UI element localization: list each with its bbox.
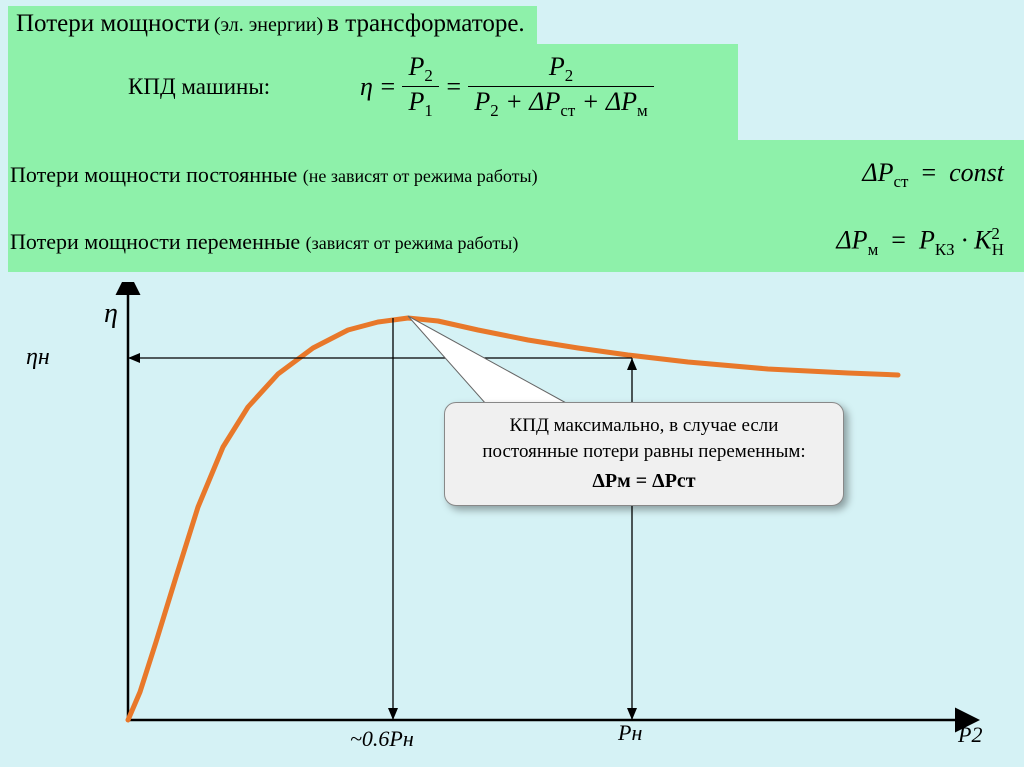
eta-nominal-label: ηн (26, 344, 50, 371)
constant-loss-line: Потери мощности постоянные (не зависят о… (10, 158, 1014, 192)
constant-loss-text: Потери мощности постоянные (не зависят о… (10, 162, 538, 188)
efficiency-chart (68, 282, 998, 752)
y-axis-label: η (104, 298, 118, 330)
title-paren: (эл. энергии) (214, 14, 323, 36)
nominal-guide-arrow-up (627, 358, 637, 370)
fraction-2: P2 P2 + ΔPст + ΔPм (468, 52, 653, 121)
callout-wedge (408, 316, 568, 404)
x-axis-label: P2 (958, 722, 982, 748)
x-tick-pn: Pн (618, 720, 642, 746)
callout-line-1: КПД максимально, в случае если (459, 413, 829, 439)
callout-formula: ΔPм = ΔPст (459, 468, 829, 495)
title-part-a: Потери мощности (16, 10, 210, 37)
constant-loss-formula: ΔPст = const (862, 158, 1004, 192)
equals-2: = (445, 72, 463, 102)
x-tick-06pn: ~0.6Pн (350, 726, 414, 752)
title-part-b: в трансформаторе. (327, 10, 525, 37)
fraction-1: P2 P1 (402, 52, 438, 121)
page-title: Потери мощности (эл. энергии) в трансфор… (8, 6, 537, 44)
equals-1: = (379, 72, 397, 102)
variable-loss-line: Потери мощности переменные (зависят от р… (10, 224, 1014, 260)
variable-loss-text: Потери мощности переменные (зависят от р… (10, 229, 518, 255)
efficiency-label: КПД машины: (128, 74, 270, 100)
eta-n-arrowhead (128, 353, 140, 363)
efficiency-formula: η = P2 P1 = P2 P2 + ΔPст + ΔPм (360, 52, 654, 121)
callout-line-2: постоянные потери равны переменным: (459, 439, 829, 465)
variable-loss-formula: ΔPм = PКЗ · К2Н (836, 224, 1004, 260)
max-efficiency-callout: КПД максимально, в случае если постоянны… (444, 402, 844, 506)
nominal-guide-arrow (627, 708, 637, 720)
peak-guide-arrow (388, 708, 398, 720)
eta-symbol: η (360, 72, 373, 102)
losses-panel: Потери мощности постоянные (не зависят о… (8, 140, 1024, 272)
